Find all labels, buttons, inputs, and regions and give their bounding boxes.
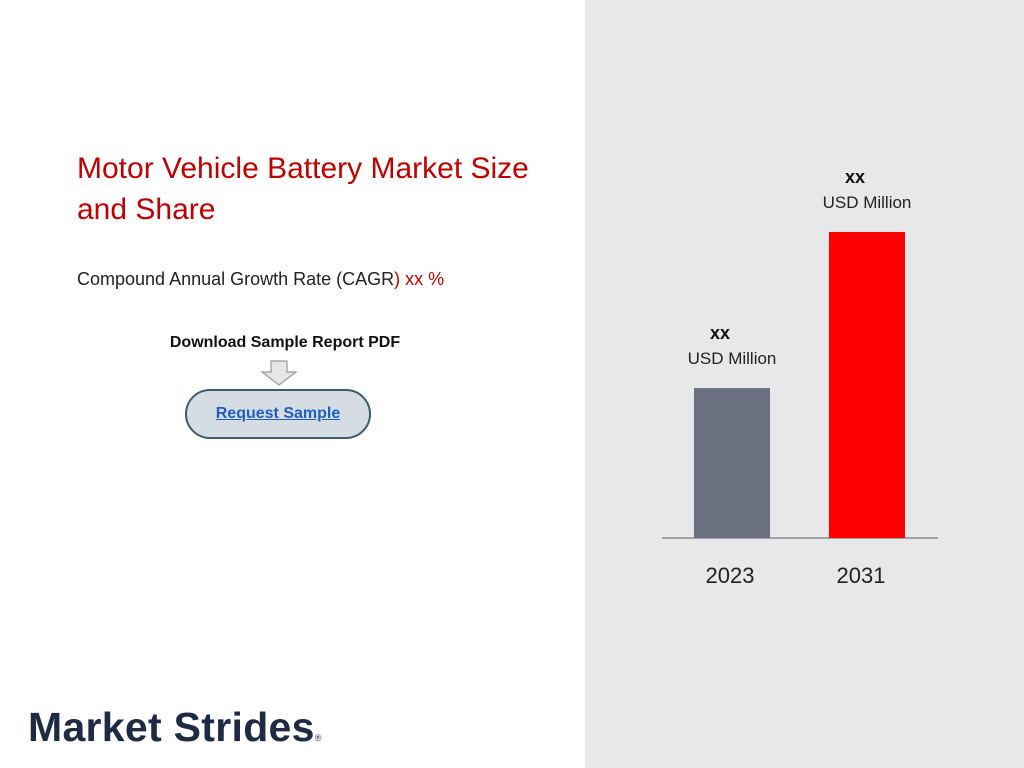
bar-2023 xyxy=(694,388,770,538)
cagr-label: Compound Annual Growth Rate (CAGR xyxy=(77,269,395,289)
cagr-line: Compound Annual Growth Rate (CAGR) xx % xyxy=(77,269,444,290)
cagr-paren: ) xyxy=(394,269,401,289)
unit-label-2031: USD Million xyxy=(823,193,912,212)
unit-label-2023: USD Million xyxy=(688,349,777,368)
request-sample-button[interactable]: Request Sample xyxy=(185,389,371,439)
bar-2031 xyxy=(829,232,905,538)
category-label-2023: 2023 xyxy=(706,563,755,588)
category-label-2031: 2031 xyxy=(837,563,886,588)
value-label-2023: xx xyxy=(710,323,730,343)
bar-chart: xx USD Million 2023 xx USD Million 2031 xyxy=(662,167,938,588)
right-panel xyxy=(585,0,1024,768)
page-title: Motor Vehicle Battery Market Size and Sh… xyxy=(77,152,529,226)
logo-reg-mark: ® xyxy=(314,733,322,743)
request-sample-link[interactable]: Request Sample xyxy=(215,405,341,422)
logo: Market Strides® xyxy=(28,704,322,751)
value-label-2031: xx xyxy=(845,167,865,187)
download-label: Download Sample Report PDF xyxy=(169,334,401,351)
logo-text: Market Strides xyxy=(28,704,315,750)
cagr-value: xx % xyxy=(405,269,445,289)
arrow-down-icon xyxy=(260,360,298,386)
